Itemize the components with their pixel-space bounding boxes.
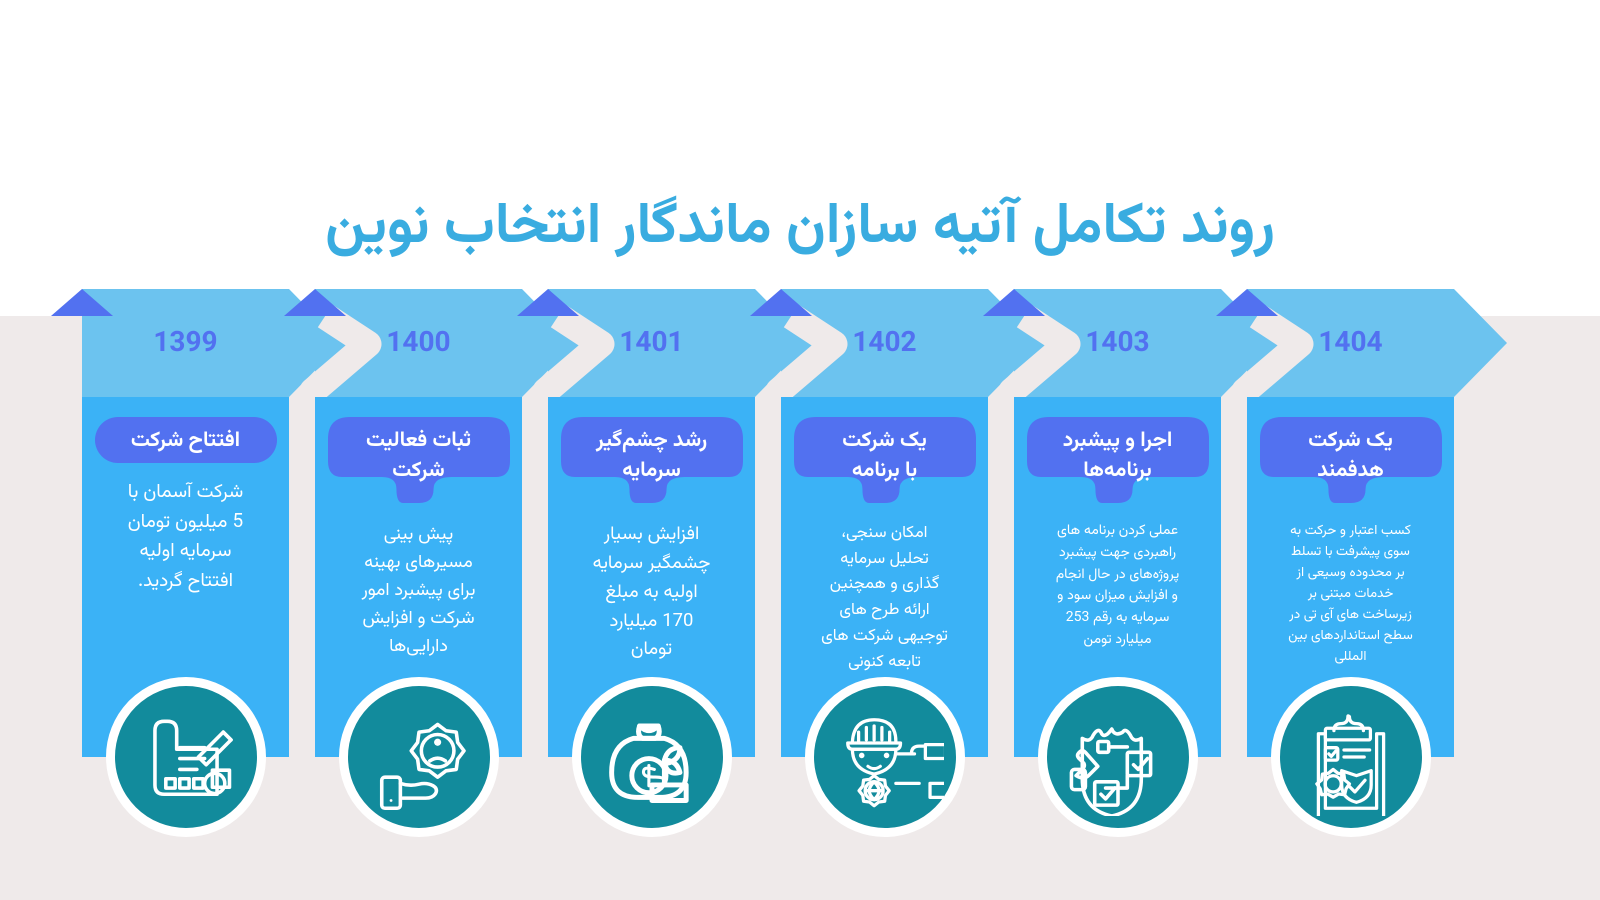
svg-text:1401: 1401 (619, 323, 683, 367)
svg-text:1400: 1400 (386, 323, 450, 367)
svg-text:1399: 1399 (153, 323, 217, 367)
svg-text:1402: 1402 (852, 323, 916, 367)
svg-text:1403: 1403 (1085, 323, 1149, 367)
svg-text:1404: 1404 (1318, 323, 1382, 367)
